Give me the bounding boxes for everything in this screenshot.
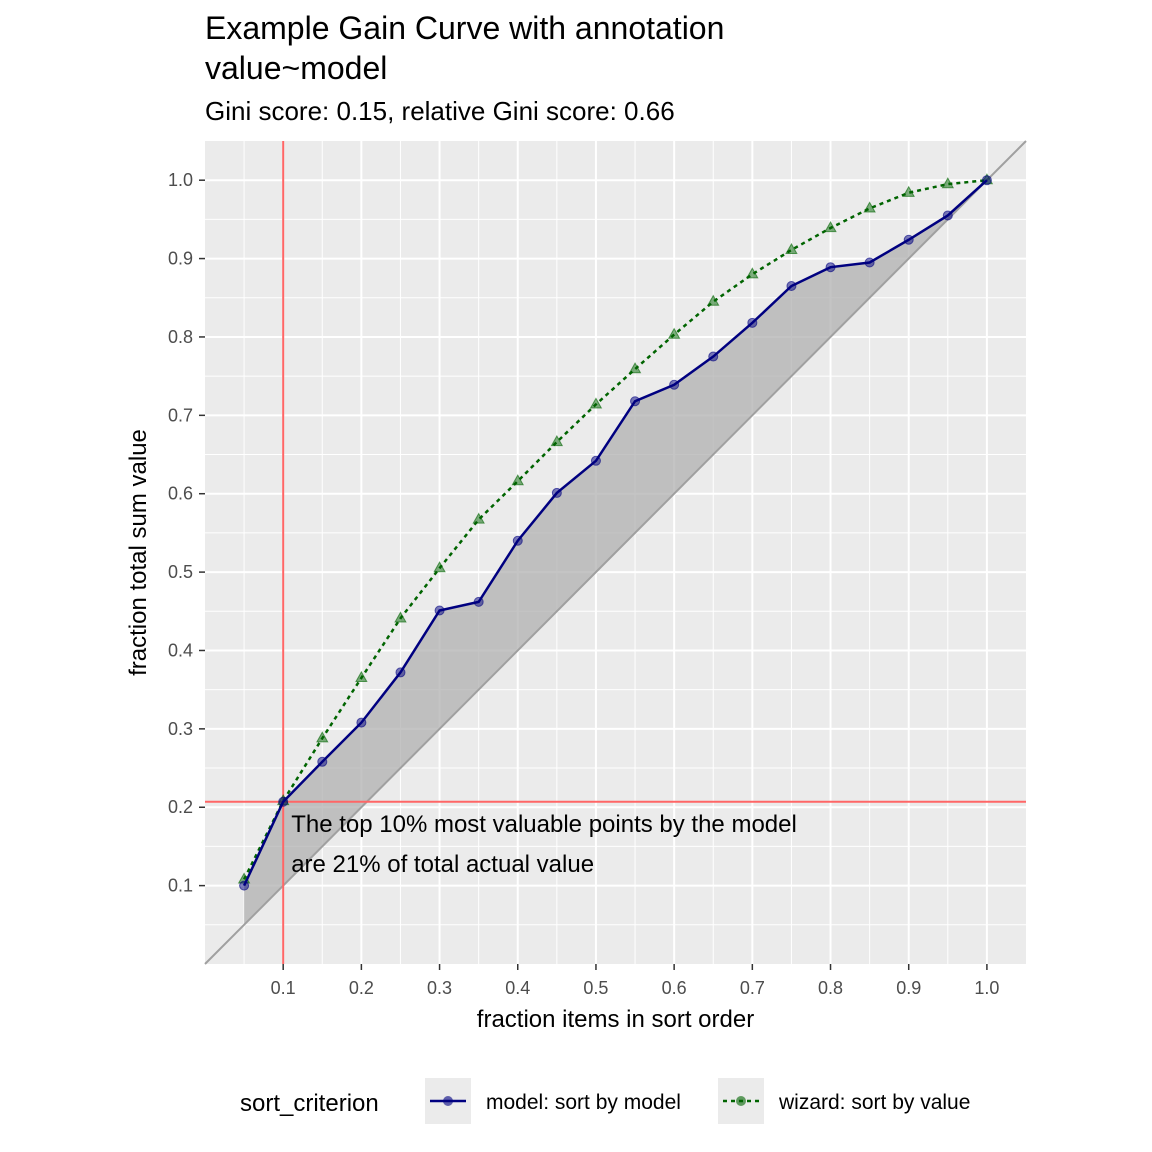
chart-title: Example Gain Curve with annotation xyxy=(205,10,724,46)
wizard-point xyxy=(902,185,915,197)
annotation-text-line1: The top 10% most valuable points by the … xyxy=(291,811,797,838)
model-point xyxy=(473,596,484,607)
model-point xyxy=(317,756,328,767)
wizard-point xyxy=(941,177,955,189)
y-axis-ticks: 0.1 0.2 0.3 0.4 0.5 0.6 0.7 0.8 0.9 1.0 xyxy=(168,170,205,896)
wizard-point xyxy=(589,397,603,409)
wizard-point xyxy=(316,731,329,743)
y-tick-label: 0.9 xyxy=(168,249,193,269)
model-point xyxy=(786,281,797,292)
model-point xyxy=(551,487,562,498)
legend-key-marker xyxy=(443,1096,453,1106)
legend-item-model: model: sort by model xyxy=(425,1078,681,1124)
annotation-text-line2: are 21% of total actual value xyxy=(291,851,594,878)
model-point xyxy=(981,175,992,186)
x-tick-label: 1.0 xyxy=(974,978,999,998)
y-tick-label: 0.1 xyxy=(168,876,193,896)
y-tick-label: 0.7 xyxy=(168,405,193,425)
wizard-point xyxy=(667,327,681,339)
x-tick-label: 0.1 xyxy=(271,978,296,998)
plot-area xyxy=(204,140,1027,965)
y-tick-label: 0.2 xyxy=(168,797,193,817)
chart-subtitle: Gini score: 0.15, relative Gini score: 0… xyxy=(205,96,675,126)
y-tick-label: 0.8 xyxy=(168,327,193,347)
y-tick-label: 0.3 xyxy=(168,719,193,739)
model-point xyxy=(512,535,523,546)
y-axis-label: fraction total sum value xyxy=(125,429,152,676)
x-tick-label: 0.6 xyxy=(662,978,687,998)
wizard-point xyxy=(433,561,446,573)
x-tick-label: 0.9 xyxy=(896,978,921,998)
y-tick-label: 0.5 xyxy=(168,562,193,582)
wizard-point xyxy=(550,434,564,447)
x-axis-label: fraction items in sort order xyxy=(477,1006,754,1033)
model-point xyxy=(395,667,406,678)
chart-title-line2: value~model xyxy=(205,50,387,86)
model-point xyxy=(669,379,680,390)
legend-item-wizard: wizard: sort by value xyxy=(718,1078,970,1124)
x-axis-ticks: 0.1 0.2 0.3 0.4 0.5 0.6 0.7 0.8 0.9 1.0 xyxy=(271,964,999,998)
wizard-point xyxy=(785,242,798,255)
model-point xyxy=(942,210,953,221)
wizard-point xyxy=(863,201,876,213)
model-point xyxy=(747,317,758,328)
legend-title: sort_criterion xyxy=(240,1090,379,1117)
wizard-point xyxy=(628,362,642,374)
model-point xyxy=(708,351,719,362)
x-tick-label: 0.5 xyxy=(583,978,608,998)
legend-item-label: model: sort by model xyxy=(486,1091,681,1114)
model-point xyxy=(864,257,875,268)
x-tick-label: 0.4 xyxy=(505,978,530,998)
wizard-point xyxy=(472,512,485,524)
model-point xyxy=(434,605,445,616)
wizard-point xyxy=(706,294,720,306)
y-tick-label: 1.0 xyxy=(168,170,193,190)
wizard-point xyxy=(824,220,837,233)
wizard-point xyxy=(394,611,407,623)
model-point xyxy=(590,455,601,466)
x-tick-label: 0.8 xyxy=(818,978,843,998)
x-tick-label: 0.3 xyxy=(427,978,452,998)
series-line-model xyxy=(242,179,988,887)
model-point xyxy=(825,262,836,273)
series-layer xyxy=(237,173,994,891)
model-point xyxy=(356,717,367,728)
y-tick-label: 0.6 xyxy=(168,484,193,504)
legend-item-label: wizard: sort by value xyxy=(778,1091,970,1114)
diagonal-reference-line xyxy=(204,140,1027,965)
model-point xyxy=(903,234,914,245)
x-tick-label: 0.2 xyxy=(349,978,374,998)
y-tick-label: 0.4 xyxy=(168,640,193,660)
legend-key-marker xyxy=(736,1096,746,1106)
x-tick-label: 0.7 xyxy=(740,978,765,998)
wizard-point xyxy=(355,670,368,683)
model-point xyxy=(239,880,250,891)
wizard-point xyxy=(746,267,759,279)
model-point xyxy=(630,396,641,407)
wizard-point xyxy=(511,474,525,486)
legend: sort_criterion model: sort by model wizar… xyxy=(240,1078,970,1124)
model-point xyxy=(278,796,289,807)
